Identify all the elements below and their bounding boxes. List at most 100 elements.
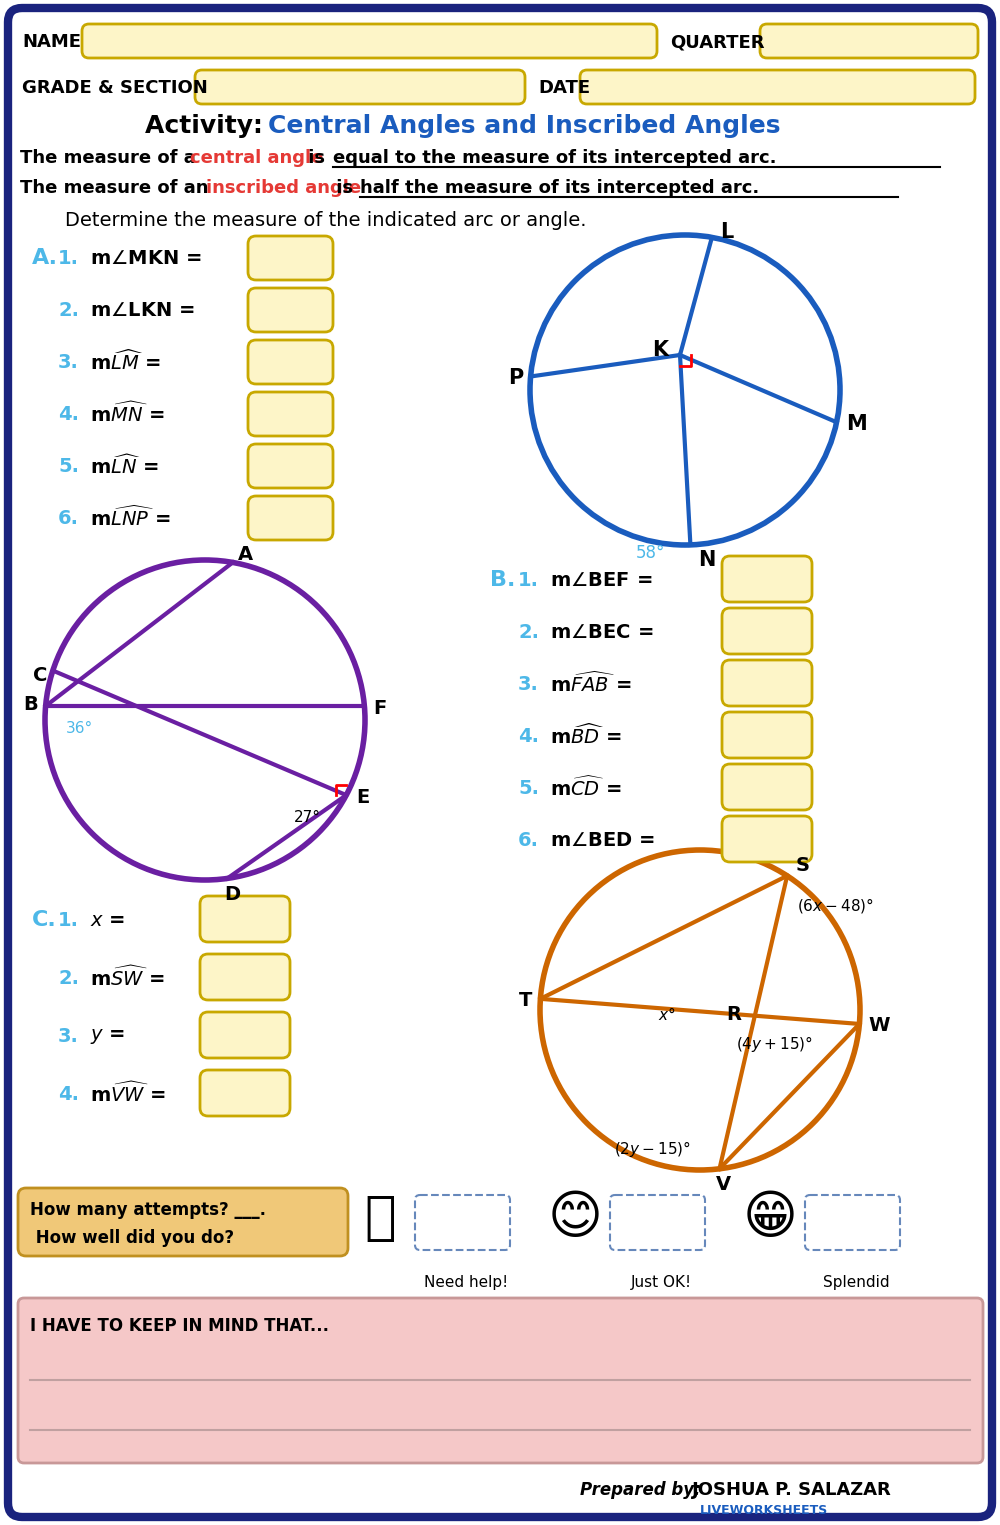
Text: 3.: 3. (58, 1026, 79, 1046)
FancyBboxPatch shape (248, 236, 333, 281)
Text: 4.: 4. (58, 1084, 79, 1104)
FancyBboxPatch shape (200, 1071, 290, 1116)
Text: $x$ =: $x$ = (90, 910, 125, 930)
Text: m$\widehat{LM}$ =: m$\widehat{LM}$ = (90, 349, 161, 374)
Text: is: is (330, 178, 359, 197)
FancyBboxPatch shape (248, 444, 333, 488)
Text: 6.: 6. (518, 831, 539, 849)
Text: R: R (726, 1005, 741, 1023)
Text: How well did you do?: How well did you do? (30, 1229, 234, 1247)
Text: The measure of an: The measure of an (20, 178, 215, 197)
Text: LIVEWORKSHEETS: LIVEWORKSHEETS (700, 1504, 828, 1516)
Text: 1.: 1. (518, 570, 539, 590)
FancyBboxPatch shape (200, 1013, 290, 1058)
Text: 4.: 4. (58, 404, 79, 424)
Text: 27°: 27° (294, 810, 321, 825)
FancyBboxPatch shape (722, 608, 812, 654)
Text: m$\angle$MKN =: m$\angle$MKN = (90, 249, 202, 267)
Text: T: T (518, 991, 532, 1011)
FancyBboxPatch shape (8, 8, 992, 1517)
Text: 😤: 😤 (364, 1193, 396, 1244)
Text: m$\widehat{CD}$ =: m$\widehat{CD}$ = (550, 776, 622, 801)
FancyBboxPatch shape (82, 24, 657, 58)
Text: 6.: 6. (58, 508, 79, 528)
FancyBboxPatch shape (722, 712, 812, 758)
Text: How many attempts? ___.: How many attempts? ___. (30, 1202, 266, 1218)
Text: 2.: 2. (58, 300, 79, 320)
Text: $(6x-48)°$: $(6x-48)°$ (797, 897, 874, 915)
Text: L: L (720, 223, 733, 242)
Text: 😊: 😊 (548, 1193, 602, 1244)
Text: M: M (847, 415, 867, 435)
Text: m$\widehat{LNP}$ =: m$\widehat{LNP}$ = (90, 506, 171, 531)
FancyBboxPatch shape (722, 660, 812, 706)
Text: $(2y-15)°$: $(2y-15)°$ (614, 1139, 692, 1159)
Text: C.: C. (32, 910, 57, 930)
Text: JOSHUA P. SALAZAR: JOSHUA P. SALAZAR (692, 1481, 892, 1499)
Text: m$\widehat{MN}$ =: m$\widehat{MN}$ = (90, 403, 165, 425)
Text: 36°: 36° (66, 720, 93, 735)
Text: 3.: 3. (518, 674, 539, 694)
FancyBboxPatch shape (200, 897, 290, 942)
Text: m$\widehat{VW}$ =: m$\widehat{VW}$ = (90, 1081, 166, 1106)
Text: B: B (24, 694, 38, 714)
FancyBboxPatch shape (200, 955, 290, 1000)
FancyBboxPatch shape (722, 764, 812, 810)
Text: 58°: 58° (635, 544, 665, 561)
FancyBboxPatch shape (248, 288, 333, 332)
FancyBboxPatch shape (722, 816, 812, 862)
Text: 😁: 😁 (742, 1193, 798, 1244)
Text: m$\widehat{LN}$ =: m$\widehat{LN}$ = (90, 454, 159, 477)
Text: I HAVE TO KEEP IN MIND THAT...: I HAVE TO KEEP IN MIND THAT... (30, 1318, 329, 1334)
Text: equal to the measure of its intercepted arc.: equal to the measure of its intercepted … (333, 149, 776, 168)
Text: m$\angle$BEC =: m$\angle$BEC = (550, 622, 653, 642)
Text: C: C (33, 666, 47, 685)
Text: B.: B. (490, 570, 515, 590)
Text: 1.: 1. (58, 249, 79, 267)
Text: $x°$: $x°$ (658, 1005, 676, 1022)
Text: Need help!: Need help! (424, 1275, 508, 1290)
FancyBboxPatch shape (195, 70, 525, 104)
Text: A.: A. (32, 249, 58, 268)
Text: N: N (698, 551, 716, 570)
FancyBboxPatch shape (18, 1188, 348, 1257)
Text: QUARTER: QUARTER (670, 34, 765, 50)
FancyBboxPatch shape (610, 1196, 705, 1250)
Text: K: K (652, 340, 668, 360)
Text: W: W (868, 1017, 890, 1035)
Text: 4.: 4. (518, 726, 539, 746)
Text: F: F (373, 698, 387, 718)
Text: 5.: 5. (58, 456, 79, 476)
Text: $y$ =: $y$ = (90, 1026, 125, 1046)
Text: m$\widehat{SW}$ =: m$\widehat{SW}$ = (90, 965, 165, 990)
Text: 2.: 2. (518, 622, 539, 642)
Text: 1.: 1. (58, 910, 79, 930)
Text: The measure of a: The measure of a (20, 149, 202, 168)
FancyBboxPatch shape (18, 1298, 983, 1462)
FancyBboxPatch shape (722, 557, 812, 602)
FancyBboxPatch shape (248, 392, 333, 436)
Text: D: D (224, 884, 240, 904)
FancyBboxPatch shape (580, 70, 975, 104)
FancyBboxPatch shape (760, 24, 978, 58)
Text: V: V (715, 1176, 731, 1194)
FancyBboxPatch shape (248, 496, 333, 540)
Text: 2.: 2. (58, 968, 79, 988)
Text: Central Angles and Inscribed Angles: Central Angles and Inscribed Angles (268, 114, 780, 137)
Text: half the measure of its intercepted arc.: half the measure of its intercepted arc. (360, 178, 759, 197)
FancyBboxPatch shape (805, 1196, 900, 1250)
Text: central angle: central angle (190, 149, 323, 168)
Text: GRADE & SECTION: GRADE & SECTION (22, 79, 208, 98)
Text: inscribed angle: inscribed angle (206, 178, 361, 197)
Text: m$\angle$BED =: m$\angle$BED = (550, 831, 655, 849)
Text: Prepared by:: Prepared by: (580, 1481, 706, 1499)
Text: P: P (509, 369, 524, 389)
Text: m$\widehat{BD}$ =: m$\widehat{BD}$ = (550, 724, 622, 749)
Text: Splendid: Splendid (823, 1275, 889, 1290)
Text: Just OK!: Just OK! (631, 1275, 692, 1290)
Text: DATE: DATE (538, 79, 590, 98)
Text: NAME: NAME (22, 34, 81, 50)
Text: $(4y+15)°$: $(4y+15)°$ (736, 1034, 813, 1054)
Text: S: S (795, 857, 809, 875)
Text: Activity:: Activity: (145, 114, 272, 137)
